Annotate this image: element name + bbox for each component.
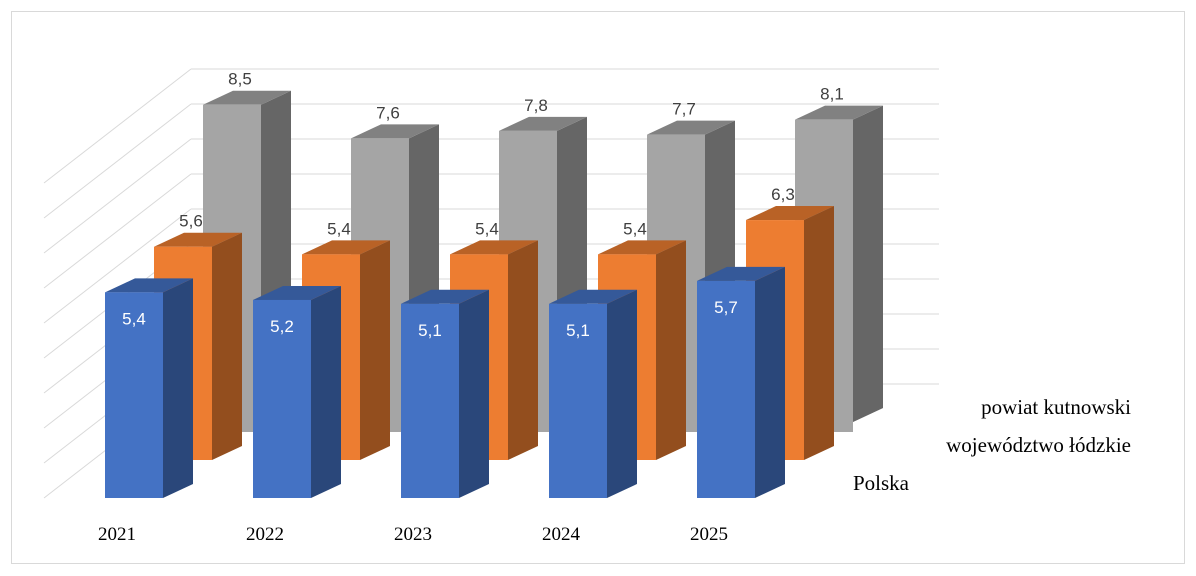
- data-label-0-3: 5,1: [566, 321, 590, 340]
- bar-side-0-2: [459, 289, 489, 498]
- gridline-side-5: [43, 208, 192, 324]
- bar-top-1-0: [154, 232, 242, 247]
- bar-top-2-3: [647, 120, 735, 135]
- bar-0-2: [401, 303, 459, 498]
- bar-side-0-0: [163, 278, 193, 498]
- data-label-2-2: 7,8: [524, 96, 548, 115]
- bar-side-1-0: [212, 232, 242, 460]
- bar-top-0-2: [401, 289, 489, 304]
- category-label-1: 2022: [246, 524, 284, 545]
- bar-side-1-4: [804, 206, 834, 460]
- series-label-2: powiat kutnowski: [981, 395, 1131, 419]
- category-label-4: 2025: [690, 524, 728, 545]
- data-label-1-3: 5,4: [623, 219, 647, 238]
- category-label-2: 2023: [394, 524, 432, 545]
- bar-side-2-4: [853, 105, 883, 423]
- bar-side-1-2: [508, 240, 538, 460]
- bar-0-0: [105, 292, 163, 498]
- data-label-2-3: 7,7: [672, 100, 696, 119]
- bar-top-2-0: [203, 90, 291, 105]
- bar-top-1-2: [450, 240, 538, 255]
- data-label-2-4: 8,1: [820, 85, 844, 104]
- data-label-0-1: 5,2: [270, 317, 294, 336]
- data-label-1-4: 6,3: [771, 185, 795, 204]
- gridline-side-8: [43, 103, 192, 219]
- bar-top-1-3: [598, 240, 686, 255]
- bar-side-0-3: [607, 289, 637, 498]
- bar-top-2-4: [795, 105, 883, 120]
- series-label-1: województwo łódzkie: [946, 433, 1131, 457]
- chart-3d-column: 8,5 7,6 7,8 7,7 8,1 5,6 5,4 5,4 5,4 6,3 5,4 5,2 5,1 5…: [43, 68, 1131, 545]
- bar-top-0-0: [105, 278, 193, 293]
- data-label-1-1: 5,4: [327, 219, 351, 238]
- data-label-1-2: 5,4: [475, 219, 499, 238]
- bar-side-0-1: [311, 285, 341, 498]
- bar-side-0-4: [755, 266, 785, 498]
- category-label-3: 2024: [542, 524, 581, 545]
- bar-top-0-1: [253, 285, 341, 300]
- data-label-0-0: 5,4: [122, 309, 146, 328]
- bar-top-2-1: [351, 124, 439, 139]
- data-label-2-1: 7,6: [376, 103, 400, 122]
- bar-0-3: [549, 303, 607, 498]
- bar-top-0-4: [697, 266, 785, 281]
- bar-top-0-3: [549, 289, 637, 304]
- gridline-side-7: [43, 138, 192, 254]
- bar-top-1-4: [746, 206, 834, 221]
- data-label-2-0: 8,5: [228, 70, 252, 89]
- series-label-0: Polska: [853, 471, 910, 495]
- gridline-side-9: [43, 68, 192, 184]
- bar-top-1-1: [302, 240, 390, 255]
- bar-side-1-3: [656, 240, 686, 460]
- gridline-side-6: [43, 173, 192, 289]
- bar-side-1-1: [360, 240, 390, 460]
- data-label-0-2: 5,1: [418, 321, 442, 340]
- data-label-1-0: 5,6: [179, 212, 203, 231]
- bar-0-4: [697, 280, 755, 498]
- chart-frame: 8,5 7,6 7,8 7,7 8,1 5,6 5,4 5,4 5,4 6,3 5,4 5,2 5,1 5…: [11, 11, 1185, 564]
- bar-0-1: [253, 299, 311, 498]
- category-label-0: 2021: [98, 524, 136, 545]
- data-label-0-4: 5,7: [714, 298, 738, 317]
- bar-top-2-2: [499, 116, 587, 131]
